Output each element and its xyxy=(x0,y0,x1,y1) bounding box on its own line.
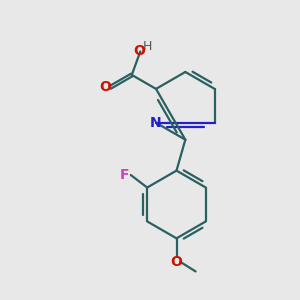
Text: O: O xyxy=(171,255,182,269)
Text: F: F xyxy=(119,168,129,182)
Text: H: H xyxy=(143,40,152,53)
Text: N: N xyxy=(150,116,162,130)
Text: O: O xyxy=(133,44,145,58)
Text: O: O xyxy=(99,80,111,94)
